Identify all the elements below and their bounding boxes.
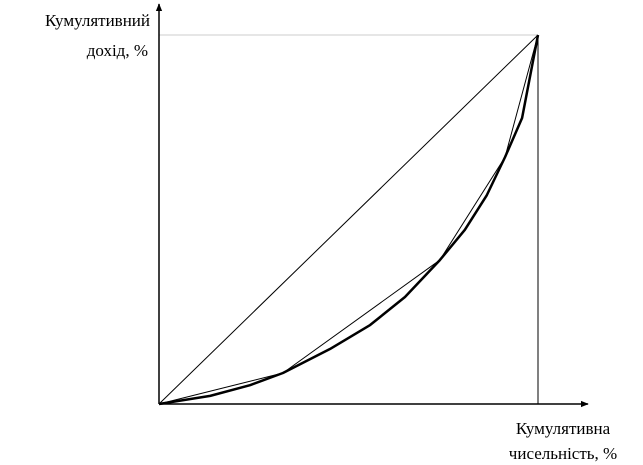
series-line — [158, 34, 540, 406]
series-line — [158, 34, 539, 405]
y-axis-label: дохід, % — [87, 41, 148, 60]
x-axis-label: чисельність, % — [509, 444, 617, 463]
y-axis-label: Кумулятивний — [45, 11, 150, 30]
x-axis-label: Кумулятивна — [516, 419, 611, 438]
